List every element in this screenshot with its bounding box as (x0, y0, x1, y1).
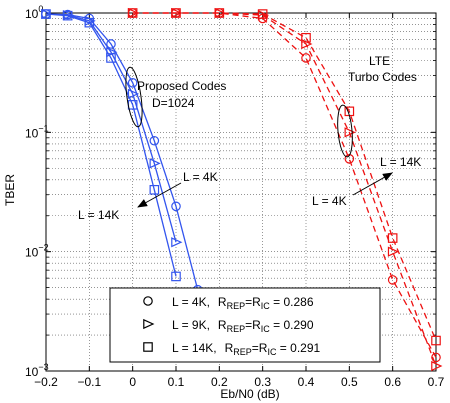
x-axis-label: Eb/N0 (dB) (220, 387, 279, 401)
series-line (132, 12, 437, 341)
axis-ticks: −0.2 −0.1 0 0.1 0.2 0.3 0.4 0.5 0.6 0.7 100 10−1 10−… (25, 4, 445, 389)
data-point (431, 360, 443, 372)
series-layer (41, 7, 443, 372)
data-point (106, 53, 116, 63)
legend: L = 4K, RREP=RIC = 0.286 L = 9K, RREP=RIC … (109, 287, 381, 363)
legend-marker (143, 318, 155, 330)
legend-marker (143, 296, 153, 306)
data-point (431, 335, 441, 346)
data-point (127, 78, 138, 88)
x-tick-label: 0 (129, 375, 136, 389)
x-tick-label: 0.5 (341, 375, 358, 389)
x-tick-label: 0.1 (168, 375, 185, 389)
x-tick-label: −0.2 (34, 375, 58, 389)
data-point (387, 275, 398, 285)
data-point (214, 8, 225, 18)
data-point (41, 9, 51, 19)
data-point (387, 246, 400, 257)
data-point (149, 135, 160, 146)
legend-markers (143, 296, 155, 352)
data-point (171, 271, 181, 282)
data-point (387, 233, 398, 243)
series-lte-square (127, 8, 441, 346)
y-axis-label: TBER (3, 174, 17, 206)
left-arrow-top-label: L = 4K (183, 170, 218, 184)
data-point (171, 8, 181, 18)
y-tick-label: 100 (25, 4, 43, 21)
data-point (257, 9, 268, 19)
x-tick-label: 0.4 (298, 375, 315, 389)
legend-entry-3: L = 14K, RREP=RIC = 0.291 (172, 341, 321, 357)
left-arrow (137, 182, 182, 208)
proposed-ellipse (125, 66, 143, 128)
annotation-shapes (125, 66, 393, 208)
legend-entry-1: L = 4K, RREP=RIC = 0.286 (172, 295, 314, 311)
data-point (149, 158, 161, 169)
right-arrow-top-label: L = 14K (380, 155, 421, 169)
data-point (127, 88, 140, 100)
right-arrow (352, 172, 393, 196)
x-tick-label: 0.2 (211, 375, 228, 389)
legend-entry-2: L = 9K, RREP=RIC = 0.290 (172, 318, 314, 334)
left-arrow-bottom-label: L = 14K (78, 208, 119, 222)
proposed-d-label: D=1024 (152, 96, 195, 110)
data-point (301, 32, 311, 43)
y-tick-label: 10−1 (25, 123, 49, 140)
lte-ellipse (337, 104, 353, 158)
data-point (431, 352, 441, 363)
data-point (106, 39, 116, 49)
data-point (84, 17, 95, 28)
data-point (344, 127, 356, 138)
right-arrow-bottom-label: L = 4K (312, 194, 347, 208)
plot-frame (45, 12, 437, 372)
legend-marker (143, 342, 153, 352)
data-point (127, 8, 138, 18)
x-tick-label: 0.7 (428, 375, 445, 389)
data-point (171, 237, 183, 248)
data-point (171, 201, 181, 212)
lte-label: LTE (369, 54, 390, 68)
y-tick-label: 10−2 (25, 243, 49, 260)
legend-box (109, 287, 381, 363)
x-tick-label: 0.3 (254, 375, 271, 389)
x-tick-label: 0.6 (384, 375, 401, 389)
x-tick-label: −0.1 (77, 375, 101, 389)
turbo-codes-label: Turbo Codes (348, 70, 417, 84)
data-point (149, 184, 160, 195)
data-point (62, 10, 73, 21)
series-line (45, 13, 177, 277)
proposed-codes-label: Proposed Codes (137, 79, 226, 93)
y-tick-label: 10−3 (25, 362, 49, 379)
data-point (301, 53, 311, 63)
